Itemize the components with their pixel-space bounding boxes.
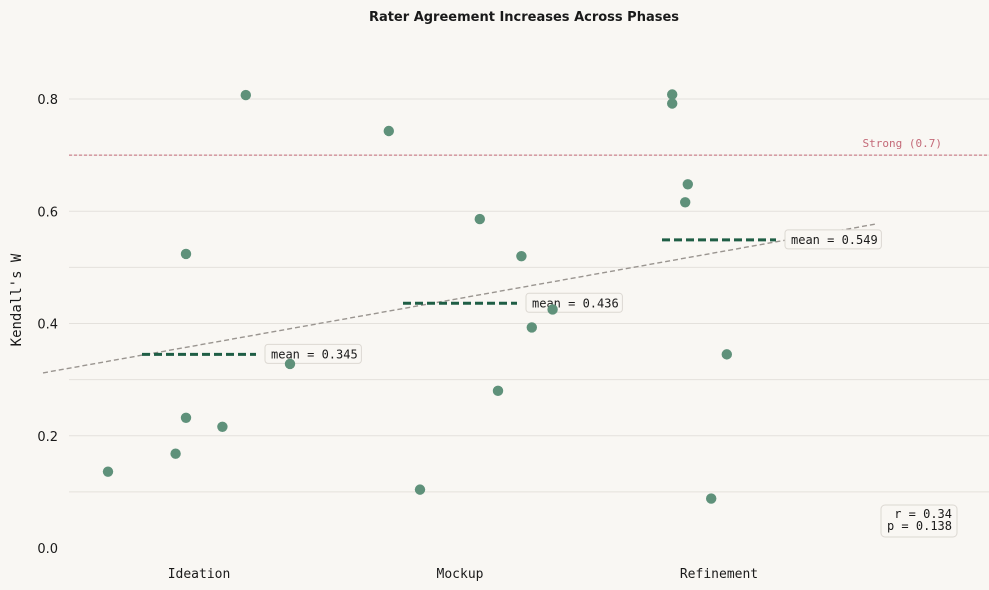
data-point <box>414 484 426 495</box>
mean-label-box <box>784 229 882 250</box>
data-point <box>492 385 504 397</box>
x-tick-label: Refinement <box>680 567 758 582</box>
chart-title: Rater Agreement Increases Across Phases <box>369 10 679 25</box>
y-tick-labels: 0.0 0.2 0.4 0.6 0.8 <box>37 93 58 557</box>
y-tick-label: 0.4 <box>37 318 58 333</box>
x-tick-label: Mockup <box>437 567 484 582</box>
mean-label: mean = 0.436 <box>532 296 619 310</box>
stats-r-value: r = 0.34 <box>894 507 952 521</box>
data-point <box>706 493 717 504</box>
y-tick-label: 0.8 <box>37 93 58 108</box>
y-tick-label: 0.0 <box>37 542 58 557</box>
stats-box-frame <box>880 504 958 538</box>
mean-layer: mean = 0.345 mean = 0.436 mean = 0.549 <box>142 229 882 364</box>
data-point <box>667 98 678 109</box>
data-point <box>547 304 558 315</box>
data-point <box>102 466 114 477</box>
data-point <box>721 349 732 360</box>
data-point <box>180 412 192 423</box>
mean-label: mean = 0.549 <box>791 233 878 247</box>
stats-p-value: p = 0.138 <box>887 519 952 533</box>
point-layer <box>102 89 732 504</box>
y-tick-label: 0.2 <box>37 430 58 445</box>
data-point <box>240 89 251 101</box>
data-point <box>680 197 691 208</box>
data-point <box>383 125 394 137</box>
reference-label: Strong (0.7) <box>863 137 942 150</box>
mean-label-box <box>264 343 362 364</box>
data-point <box>526 322 537 333</box>
x-tick-label: Ideation <box>168 567 231 582</box>
data-point <box>170 448 181 459</box>
data-point <box>217 421 228 432</box>
reference-layer: Strong (0.7) <box>69 137 989 156</box>
trend-line <box>42 223 876 374</box>
data-point <box>682 179 693 190</box>
mean-label: mean = 0.345 <box>271 347 358 361</box>
data-point <box>667 89 678 100</box>
data-point <box>180 248 192 260</box>
data-point <box>516 250 527 262</box>
x-tick-labels: Ideation Mockup Refinement <box>168 567 758 582</box>
y-axis-label: Kendall's W <box>9 253 25 346</box>
y-tick-label: 0.6 <box>37 205 58 220</box>
data-point <box>284 358 296 370</box>
stats-box: r = 0.34 p = 0.138 <box>880 504 958 538</box>
grid-layer <box>69 98 989 493</box>
data-point <box>474 213 485 225</box>
